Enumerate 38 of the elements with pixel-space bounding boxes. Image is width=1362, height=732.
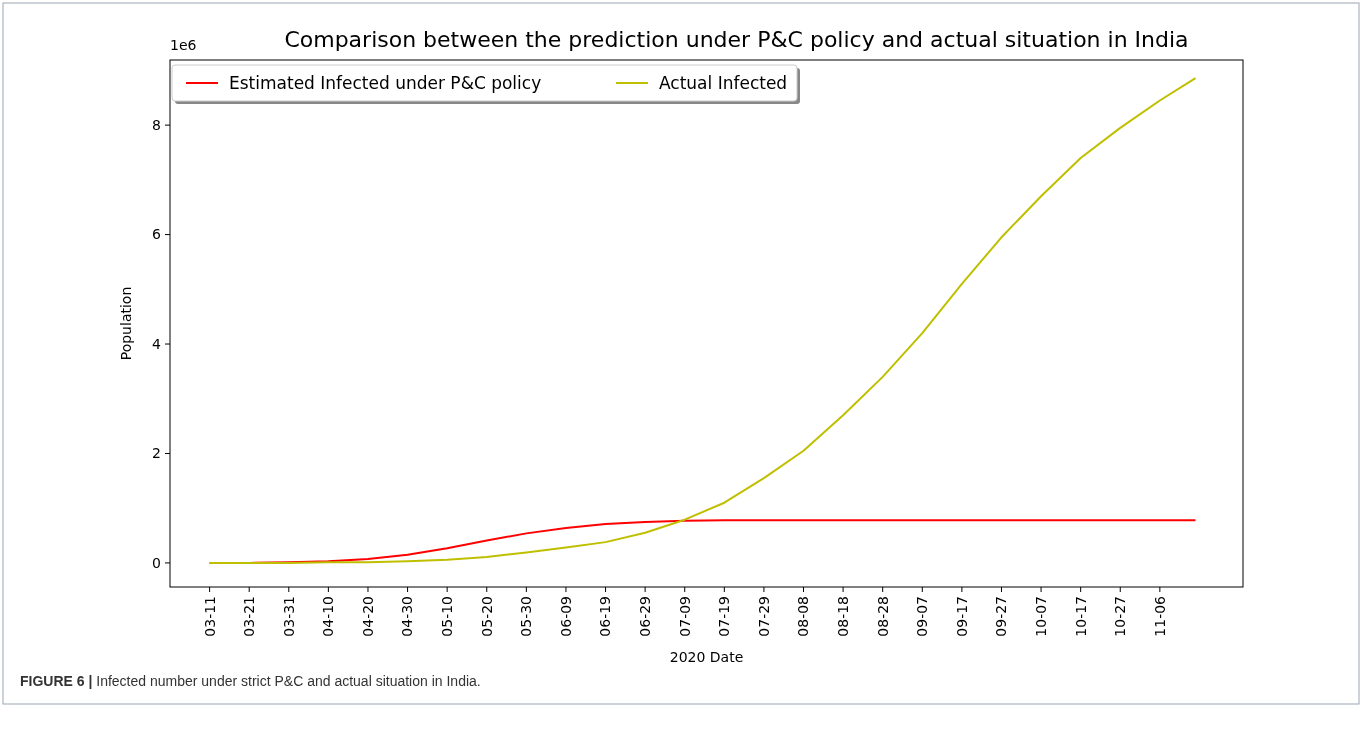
x-tick-label: 09-07 bbox=[914, 596, 931, 637]
x-tick-label: 03-21 bbox=[241, 596, 258, 637]
y-tick-label: 6 bbox=[152, 226, 162, 243]
x-tick-label: 07-19 bbox=[716, 596, 733, 637]
y-tick-label: 4 bbox=[152, 335, 162, 352]
x-tick-label: 10-07 bbox=[1032, 596, 1049, 637]
x-tick-label: 08-18 bbox=[835, 596, 851, 637]
chart-title: Comparison between the prediction under P&C policy and actual situation in India bbox=[284, 27, 1189, 52]
x-tick-label: 04-30 bbox=[399, 596, 416, 637]
x-tick-label: 08-28 bbox=[874, 596, 891, 637]
legend-label: Estimated Infected under P&C policy bbox=[229, 72, 542, 93]
x-tick-label: 10-17 bbox=[1072, 596, 1089, 637]
text: 1e6 bbox=[170, 37, 197, 53]
x-tick-label: 10-27 bbox=[1112, 596, 1129, 637]
x-tick-label: 07-29 bbox=[755, 596, 772, 637]
y-tick-label: 8 bbox=[152, 117, 161, 134]
x-axis-title: 2020 Date bbox=[669, 649, 744, 665]
x-tick-label: 06-29 bbox=[637, 596, 654, 637]
y-tick-label: 2 bbox=[152, 445, 161, 462]
x-tick-label: 05-20 bbox=[478, 596, 495, 637]
x-tick-label: 03-31 bbox=[280, 596, 297, 637]
x-tick-label: 04-10 bbox=[320, 596, 337, 637]
x-tick-label: 08-08 bbox=[795, 596, 812, 637]
caption: FIGURE 6 | Infected number under strict P&C and actual situation in India. bbox=[20, 673, 481, 689]
line-series bbox=[208, 77, 1197, 564]
x-tick-label: 03-11 bbox=[201, 596, 218, 637]
legend-label: Actual Infected bbox=[659, 72, 788, 93]
y-axis-title: Population bbox=[118, 286, 134, 361]
x-tick-label: 11-06 bbox=[1151, 595, 1168, 637]
x-tick-label: 06-19 bbox=[597, 596, 614, 637]
x-tick-label: 05-30 bbox=[518, 596, 535, 637]
x-tick-label: 09-27 bbox=[993, 596, 1010, 637]
x-tick-label: 04-20 bbox=[359, 596, 376, 637]
x-tick-label: 06-09 bbox=[557, 596, 574, 637]
x-tick-label: 07-09 bbox=[676, 596, 693, 637]
x-tick-label: 09-17 bbox=[953, 596, 970, 637]
y-tick-label: 0 bbox=[152, 554, 161, 571]
x-tick-label: 05-10 bbox=[439, 596, 456, 637]
